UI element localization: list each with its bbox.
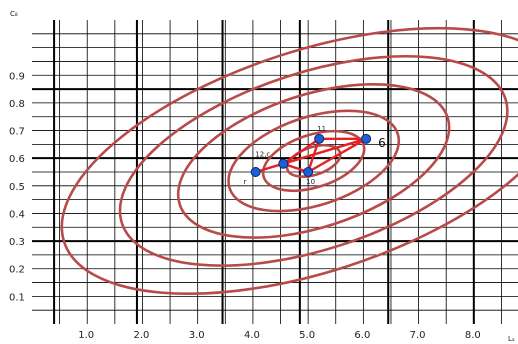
point-label: 6	[378, 136, 386, 150]
contour-lines	[60, 26, 518, 296]
x-axis-label: Lₐ	[508, 335, 515, 343]
x-tick-label: 6.0	[354, 330, 370, 341]
path-edge	[282, 137, 320, 165]
data-point	[278, 158, 289, 169]
y-tick-label: 0.7	[9, 127, 25, 138]
y-tick-label: 0.2	[9, 265, 25, 276]
y-tick-label: 0.8	[9, 99, 25, 110]
y-tick-label: 0.9	[9, 71, 25, 82]
x-tick-label: 1.0	[78, 330, 94, 341]
y-axis-label: C₈	[10, 10, 18, 18]
contour-ellipse	[176, 83, 451, 239]
x-tick-label: 4.0	[244, 330, 260, 341]
y-tick-label: 0.3	[9, 237, 25, 248]
path-edge	[306, 138, 321, 173]
grid	[32, 20, 518, 324]
y-tick-label: 0.6	[9, 154, 25, 165]
data-point	[361, 133, 372, 144]
data-point	[250, 167, 261, 177]
path-edge	[282, 137, 367, 165]
x-axis-ticks: 1.0 2.0 3.0 4.0 5.0 6.0 7.0 8.0	[78, 330, 480, 341]
y-tick-label: 0.1	[9, 292, 25, 303]
y-axis-ticks: 0.1 0.2 0.3 0.4 0.5 0.6 0.7 0.8 0.9	[9, 71, 25, 303]
point-label: 11	[317, 125, 326, 133]
y-tick-label: 0.5	[9, 182, 25, 193]
data-points: r 12,c 11 10 6	[244, 125, 386, 186]
point-label: 10	[306, 178, 315, 186]
x-tick-label: 7.0	[410, 330, 426, 341]
data-point	[303, 167, 314, 177]
contour-ellipse	[261, 129, 366, 193]
path-edge	[307, 137, 367, 174]
x-tick-label: 5.0	[299, 330, 315, 341]
contour-ellipse	[285, 143, 342, 178]
point-label: 12,c	[255, 151, 270, 159]
x-tick-label: 8.0	[465, 330, 481, 341]
contour-ellipse	[227, 109, 401, 213]
contour-ellipse	[118, 54, 509, 267]
x-tick-label: 2.0	[134, 330, 150, 341]
data-point	[314, 133, 325, 144]
y-tick-label: 0.4	[9, 209, 25, 220]
contour-ellipse	[60, 26, 518, 296]
point-label: r	[244, 178, 247, 186]
x-tick-label: 3.0	[189, 330, 205, 341]
